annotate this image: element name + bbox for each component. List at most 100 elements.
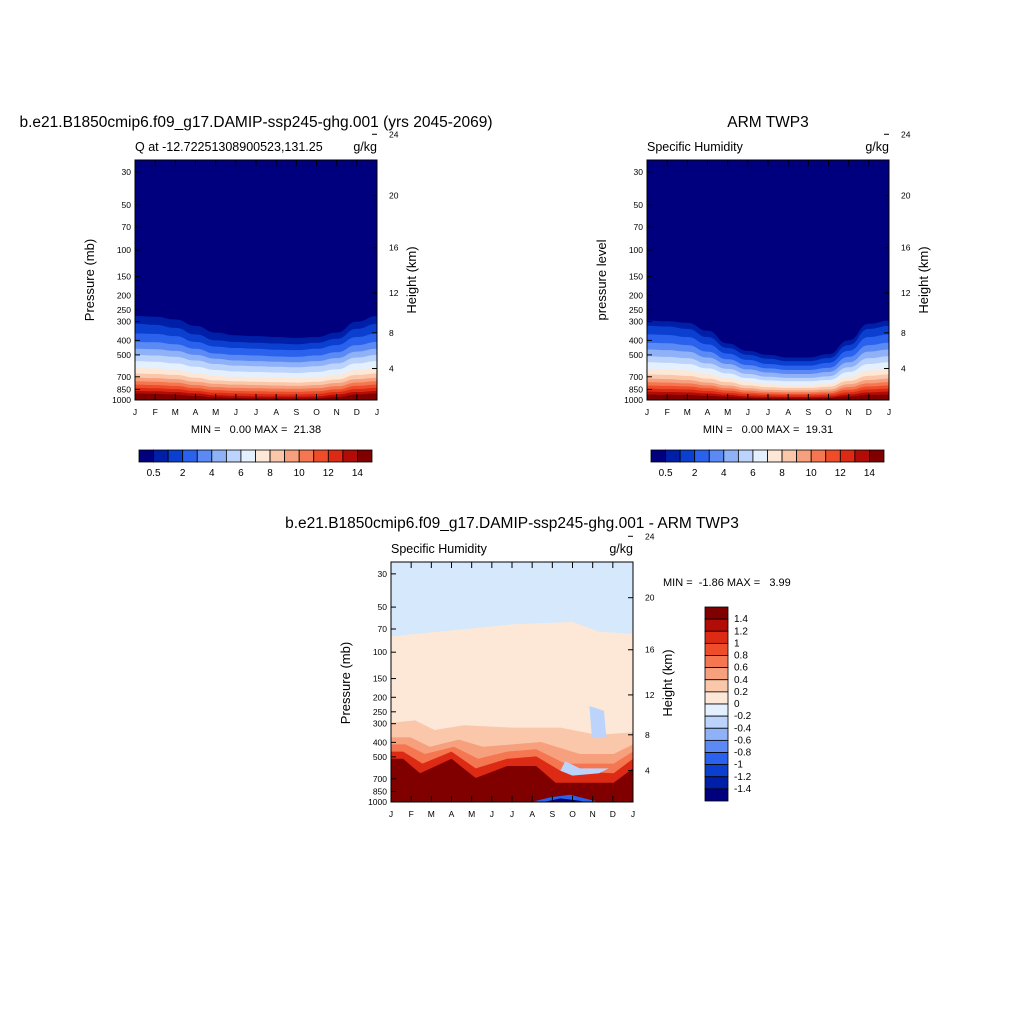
panel-3-title: b.e21.B1850cmip6.f09_g17.DAMIP-ssp245-gh… bbox=[285, 515, 739, 532]
panel-3-colorbar-box bbox=[704, 703, 729, 717]
panel-2-y-tick-label: 700 bbox=[629, 372, 643, 382]
panel-3-y-tick-label: 400 bbox=[373, 737, 387, 747]
panel-2-y2-tick-label: 12 bbox=[901, 288, 911, 298]
panel-3-x-tick-label: A bbox=[529, 809, 535, 819]
panel-2-y-tick-label: 150 bbox=[629, 272, 643, 282]
panel-3-colorbar-label: 1.2 bbox=[734, 626, 748, 637]
panel-3-band-negative-pocket bbox=[560, 761, 609, 776]
panel-2-colorbar-label: 2 bbox=[692, 468, 698, 479]
panel-1-colorbar-box bbox=[225, 449, 242, 463]
panel-3-x-tick-label: J bbox=[389, 809, 393, 819]
panel-1-x-tick-label: M bbox=[172, 407, 179, 417]
panel-2-x-tick-label: J bbox=[887, 407, 891, 417]
panel-1-y2-tick-label: 20 bbox=[389, 191, 399, 201]
panel-2-y-tick-label: 70 bbox=[634, 222, 644, 232]
panel-1-y2-tick-label: 24 bbox=[389, 129, 399, 139]
panel-3-colorbar-label: 0.4 bbox=[734, 675, 748, 686]
panel-1-colorbar-box bbox=[269, 449, 286, 463]
panel-3-colorbar-box bbox=[704, 727, 729, 741]
panel-2-x-tick-label: F bbox=[665, 407, 670, 417]
panel-3-minmax: MIN = -1.86 MAX = 3.99 bbox=[663, 577, 791, 589]
panel-1-colorbar-label: 4 bbox=[209, 468, 215, 479]
panel-2-colorbar-box bbox=[737, 449, 754, 463]
panel-3-y2-tick-label: 8 bbox=[645, 730, 650, 740]
panel-3-y2label: Height (km) bbox=[660, 649, 675, 716]
panel-1-colorbar-box bbox=[342, 449, 358, 463]
panel-3-y-tick-label: 850 bbox=[373, 786, 387, 796]
panel-2-colorbar-box bbox=[723, 449, 739, 463]
panel-1-x-tick-label: A bbox=[193, 407, 199, 417]
panel-3-colorbar-label: 1.4 bbox=[734, 614, 748, 625]
panel-2-y-tick-label: 1000 bbox=[624, 395, 643, 405]
panel-2-x-tick-label: J bbox=[746, 407, 750, 417]
panel-3-colorbar-box bbox=[704, 739, 729, 753]
panel-2-colorbar-box bbox=[854, 449, 870, 463]
panel-1-y-tick-label: 70 bbox=[122, 222, 132, 232]
panel-1-y2-tick-label: 12 bbox=[389, 288, 399, 298]
panel-1-y-tick-label: 1000 bbox=[112, 395, 131, 405]
panel-3-x-tick-label: J bbox=[631, 809, 635, 819]
panel-1-y2label: Height (km) bbox=[404, 246, 419, 313]
panel-1-colorbar: 0.5 2 4 6 8 10 12 14 bbox=[138, 449, 373, 479]
panel-2-y-tick-label: 250 bbox=[629, 305, 643, 315]
panel-3-y-tick-label: 1000 bbox=[368, 797, 387, 807]
panel-3-colorbar-label: -1.4 bbox=[734, 784, 752, 795]
panel-3-colorbar-label: 0.2 bbox=[734, 687, 748, 698]
panel-3-ylabel: Pressure (mb) bbox=[338, 642, 353, 724]
panel-2-colorbar-box bbox=[694, 449, 710, 463]
panel-1-colorbar-box bbox=[211, 449, 227, 463]
panel-3-colorbar-box bbox=[704, 667, 729, 681]
panel-1-colorbar-box bbox=[196, 449, 213, 463]
panel-3-y-tick-label: 50 bbox=[378, 602, 388, 612]
panel-3-colorbar-box bbox=[704, 679, 729, 693]
panel-2-colorbar-box bbox=[679, 449, 696, 463]
panel-2-y-tick-label: 850 bbox=[629, 384, 643, 394]
panel-1-colorbar-label: 6 bbox=[238, 468, 244, 479]
panel-2-colorbar-box bbox=[781, 449, 798, 463]
panel-2-x-tick-label: A bbox=[785, 407, 791, 417]
panel-1-x-tick-label: F bbox=[153, 407, 158, 417]
panel-2-y-tick-label: 200 bbox=[629, 290, 643, 300]
panel-3-colorbar-box bbox=[704, 764, 729, 778]
panel-3-colorbar-label: -0.6 bbox=[734, 735, 752, 746]
panel-1-y-tick-label: 50 bbox=[122, 200, 132, 210]
panel-2-colorbar-box bbox=[825, 449, 841, 463]
panel-2-y-tick-label: 300 bbox=[629, 317, 643, 327]
panel-3-x-tick-label: F bbox=[409, 809, 414, 819]
panel-1-colorbar-box bbox=[182, 449, 198, 463]
panel-3-x-tick-label: M bbox=[468, 809, 475, 819]
panel-2-y2-tick-label: 20 bbox=[901, 191, 911, 201]
panel-3-colorbar-label: 0.8 bbox=[734, 651, 748, 662]
panel-1-colorbar-box bbox=[167, 449, 184, 463]
panel-2-colorbar-label: 8 bbox=[779, 468, 785, 479]
panel-3-y-tick-label: 200 bbox=[373, 692, 387, 702]
panel-2-colorbar-box bbox=[767, 449, 783, 463]
panel-3-y-tick-label: 300 bbox=[373, 719, 387, 729]
panel-3-colorbar-box bbox=[704, 715, 729, 729]
panel-1-x-tick-label: A bbox=[273, 407, 279, 417]
panel-3-colorbar-label: 1 bbox=[734, 638, 740, 649]
panel-1-x-tick-label: J bbox=[254, 407, 258, 417]
panel-3-y2-tick-label: 4 bbox=[645, 766, 650, 776]
panel-3-plot-area: J F M A M J J A S O N D J 30 50 70 100 150 200 250 300 400 500… bbox=[368, 531, 655, 819]
panel-2-colorbar-label: 6 bbox=[750, 468, 756, 479]
panel-2-colorbar-box bbox=[650, 449, 666, 463]
panel-2-x-tick-label: A bbox=[705, 407, 711, 417]
panel-1-y2-tick-label: 8 bbox=[389, 328, 394, 338]
panel-1-colorbar-box bbox=[153, 449, 169, 463]
panel-2-left-label: Specific Humidity bbox=[647, 140, 744, 154]
panel-1-y-tick-label: 30 bbox=[122, 167, 132, 177]
panel-3-colorbar-box bbox=[704, 606, 729, 620]
panel-3-colorbar: 1.41.210.80.60.40.20-0.2-0.4-0.6-0.8-1-1… bbox=[704, 606, 752, 802]
panel-3-x-tick-label: M bbox=[428, 809, 435, 819]
panel-1-y-tick-label: 200 bbox=[117, 290, 131, 300]
panel-2-units: g/kg bbox=[865, 140, 889, 154]
panel-3-band-negative-upper-pocket bbox=[589, 706, 607, 738]
panel-1-x-tick-label: J bbox=[234, 407, 238, 417]
panel-1-colorbar-box bbox=[357, 449, 373, 463]
panel-1-title: b.e21.B1850cmip6.f09_g17.DAMIP-ssp245-gh… bbox=[19, 114, 492, 131]
panel-1-y2-tick-label: 4 bbox=[389, 364, 394, 374]
panel-3-colorbar-box bbox=[704, 630, 729, 644]
panel-1-colorbar-box bbox=[327, 449, 344, 463]
